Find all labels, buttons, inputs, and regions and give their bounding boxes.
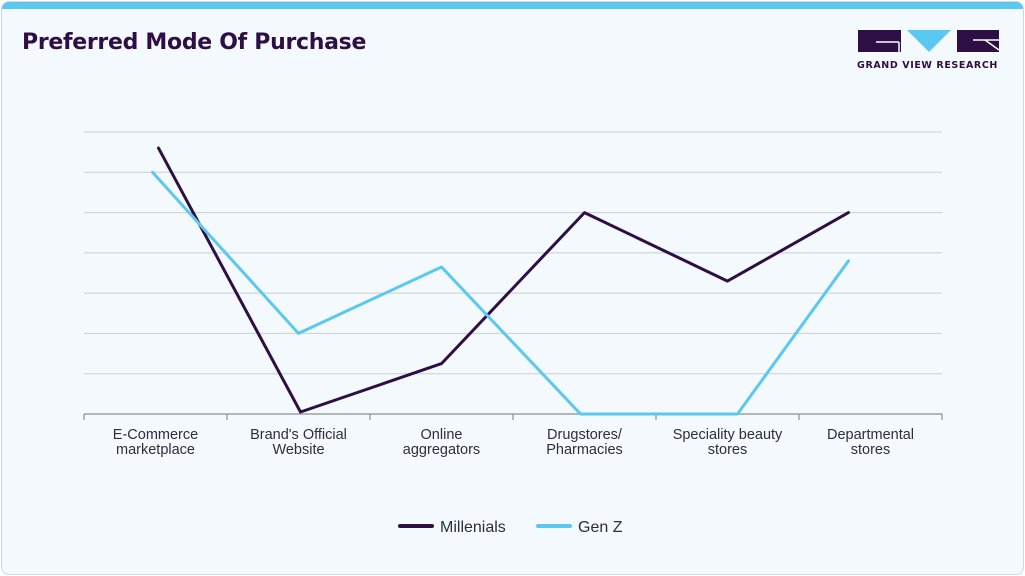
x-tick-label: stores (851, 442, 891, 458)
x-tick-label: aggregators (403, 442, 480, 458)
logo-text: GRAND VIEW RESEARCH (857, 60, 998, 71)
x-tick-label: Speciality beauty (673, 427, 783, 443)
x-tick-label: marketplace (116, 442, 195, 458)
x-tick-label: Brand's Official (250, 427, 347, 443)
x-tick-label: Online (421, 427, 463, 443)
x-tick-label: Departmental (827, 427, 914, 443)
x-tick-label: Drugstores/ (547, 427, 623, 443)
series-line-genz (151, 170, 850, 416)
series-line-millenials (157, 146, 850, 414)
brand-logo: GRAND VIEW RESEARCH (855, 29, 1000, 73)
gvr-logo-icon (858, 30, 1000, 52)
x-tick-label: E-Commerce (113, 427, 198, 443)
legend-label-genz: Gen Z (578, 519, 623, 536)
top-accent-bar (2, 2, 1023, 9)
legend-label-millenials: Millenials (440, 519, 506, 536)
page-title: Preferred Mode Of Purchase (22, 30, 367, 55)
x-tick-label: stores (708, 442, 748, 458)
x-tick-label: Website (272, 442, 324, 458)
x-tick-label: Pharmacies (546, 442, 623, 458)
